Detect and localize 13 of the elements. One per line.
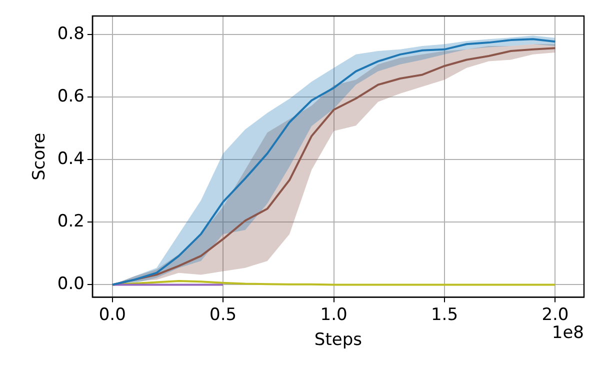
x-tick-label: 0.5 bbox=[210, 304, 237, 325]
y-tick-label: 0.0 bbox=[57, 274, 84, 294]
y-tick-label: 0.8 bbox=[57, 24, 84, 44]
y-axis-title: Score bbox=[30, 132, 50, 180]
x-axis-title: Steps bbox=[314, 330, 362, 350]
y-tick-label: 0.2 bbox=[57, 212, 84, 232]
y-tick-label: 0.4 bbox=[57, 149, 84, 170]
x-tick-label: 0.0 bbox=[98, 304, 126, 325]
x-tick-label: 2.0 bbox=[542, 304, 569, 325]
x-tick-label: 1.0 bbox=[320, 304, 348, 325]
text: 1e8 bbox=[552, 323, 584, 344]
y-tick-label: 0.6 bbox=[57, 86, 84, 107]
x-tick-label: 1.5 bbox=[430, 304, 458, 325]
